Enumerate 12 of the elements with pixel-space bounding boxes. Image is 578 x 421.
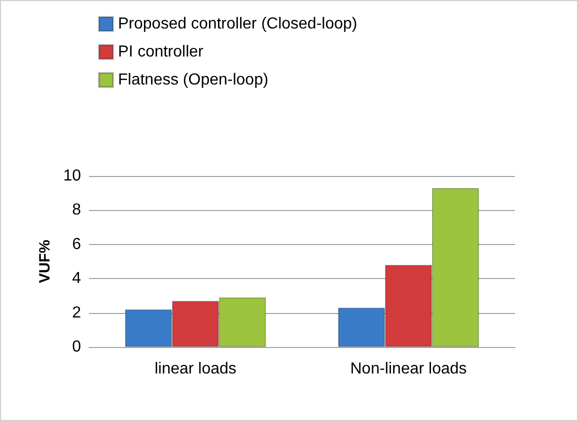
legend-label: Flatness (Open-loop) (118, 72, 268, 88)
y-tick-label: 8 (72, 202, 82, 219)
legend-label: PI controller (118, 44, 204, 60)
y-tick-label: 6 (72, 236, 82, 253)
x-tick-label: linear loads (154, 360, 236, 378)
legend-label: Proposed controller (Closed-loop) (118, 16, 358, 32)
y-tick-label: 10 (63, 168, 82, 184)
y-axis-title: VUF% (36, 240, 54, 284)
y-tick-label: 2 (72, 304, 82, 322)
x-tick-label: Non-linear loads (350, 360, 467, 378)
y-tick-label: 0 (72, 338, 82, 356)
y-tick-label: 4 (72, 270, 82, 288)
